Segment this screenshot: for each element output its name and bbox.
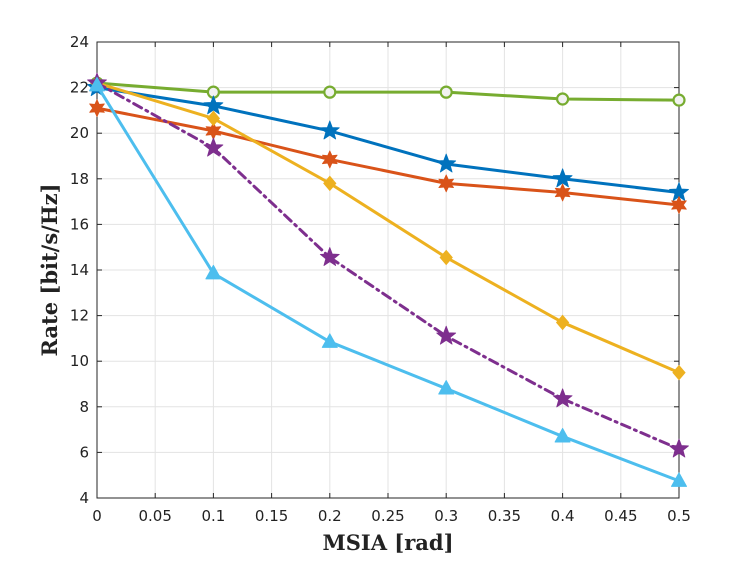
- data-point-purple-star: [319, 247, 340, 266]
- data-point-red-star: [554, 183, 571, 202]
- x-axis-label: MSIA [rad]: [322, 530, 453, 555]
- data-point-yellow-diamond: [323, 175, 337, 192]
- data-point-cyan-triangle: [671, 472, 687, 487]
- series-line-yellow-diamond: [95, 81, 681, 375]
- data-point-yellow-diamond: [672, 364, 686, 381]
- series-line-cyan-triangle: [95, 83, 681, 483]
- y-tick-label: 6: [79, 443, 89, 461]
- data-point-blue-star: [203, 95, 224, 115]
- data-point-purple-star: [436, 325, 457, 345]
- y-axis-label: Rate [bit/s/Hz]: [37, 183, 62, 356]
- plot-frame: [96, 41, 680, 499]
- y-tick-label: 14: [70, 261, 89, 279]
- data-point-blue-star: [319, 120, 340, 140]
- data-point-yellow-diamond: [439, 249, 453, 266]
- data-point-red-star: [438, 174, 454, 193]
- data-point-blue-star: [552, 168, 573, 188]
- x-tick-label: 0.1: [201, 507, 225, 525]
- data-point-green-circle: [672, 93, 686, 107]
- x-tick-label: 0.35: [488, 507, 521, 525]
- data-point-cyan-triangle: [89, 76, 105, 92]
- data-point-red-star: [322, 150, 338, 169]
- data-point-green-circle: [555, 92, 570, 106]
- series-group: [87, 72, 689, 487]
- y-tick-label: 22: [70, 79, 89, 97]
- data-point-red-star: [89, 99, 105, 118]
- data-point-blue-star: [436, 153, 457, 173]
- y-tick-label: 12: [70, 307, 89, 325]
- x-tick-label: 0.5: [667, 507, 691, 525]
- x-tick-label: 0.15: [255, 507, 288, 525]
- y-tick-label: 18: [70, 170, 89, 188]
- data-point-purple-star: [203, 137, 224, 157]
- x-tick-label: 0.05: [138, 507, 171, 525]
- data-point-green-circle: [323, 85, 337, 99]
- y-tick-label: 8: [79, 398, 89, 416]
- series-red-star: [89, 99, 687, 214]
- x-tick-label: 0.25: [371, 507, 404, 525]
- data-point-purple-star: [669, 438, 689, 458]
- series-cyan-triangle: [89, 76, 687, 487]
- x-tick-label: 0: [92, 507, 102, 525]
- series-line-green-circle: [95, 81, 681, 102]
- y-tick-label: 16: [70, 215, 89, 233]
- series-line-blue-star: [95, 86, 681, 194]
- y-tick-label: 4: [79, 489, 89, 507]
- x-tick-label: 0.3: [434, 507, 458, 525]
- x-tick-label: 0.2: [318, 507, 342, 525]
- data-point-green-circle: [439, 85, 453, 99]
- data-point-cyan-triangle: [554, 427, 571, 443]
- data-point-purple-star: [552, 388, 573, 408]
- series-line-red-star: [95, 106, 681, 207]
- y-tick-label: 24: [70, 33, 89, 51]
- series-line-purple-star: [95, 81, 681, 451]
- y-tick-label: 10: [70, 352, 89, 370]
- data-point-red-star: [671, 196, 687, 214]
- data-point-cyan-triangle: [438, 380, 455, 395]
- x-tick-label: 0.4: [551, 507, 575, 525]
- y-tick-label: 20: [70, 124, 89, 142]
- data-point-yellow-diamond: [206, 110, 221, 127]
- data-point-yellow-diamond: [555, 314, 570, 331]
- x-tick-label: 0.45: [604, 507, 637, 525]
- data-point-cyan-triangle: [205, 264, 222, 280]
- tick-labels: 0 0.05 0.1 0.15 0.2 0.25 0.3 0.35 0.4 0.45 0.5 4 6 8 1…: [70, 33, 691, 525]
- data-point-cyan-triangle: [321, 333, 338, 348]
